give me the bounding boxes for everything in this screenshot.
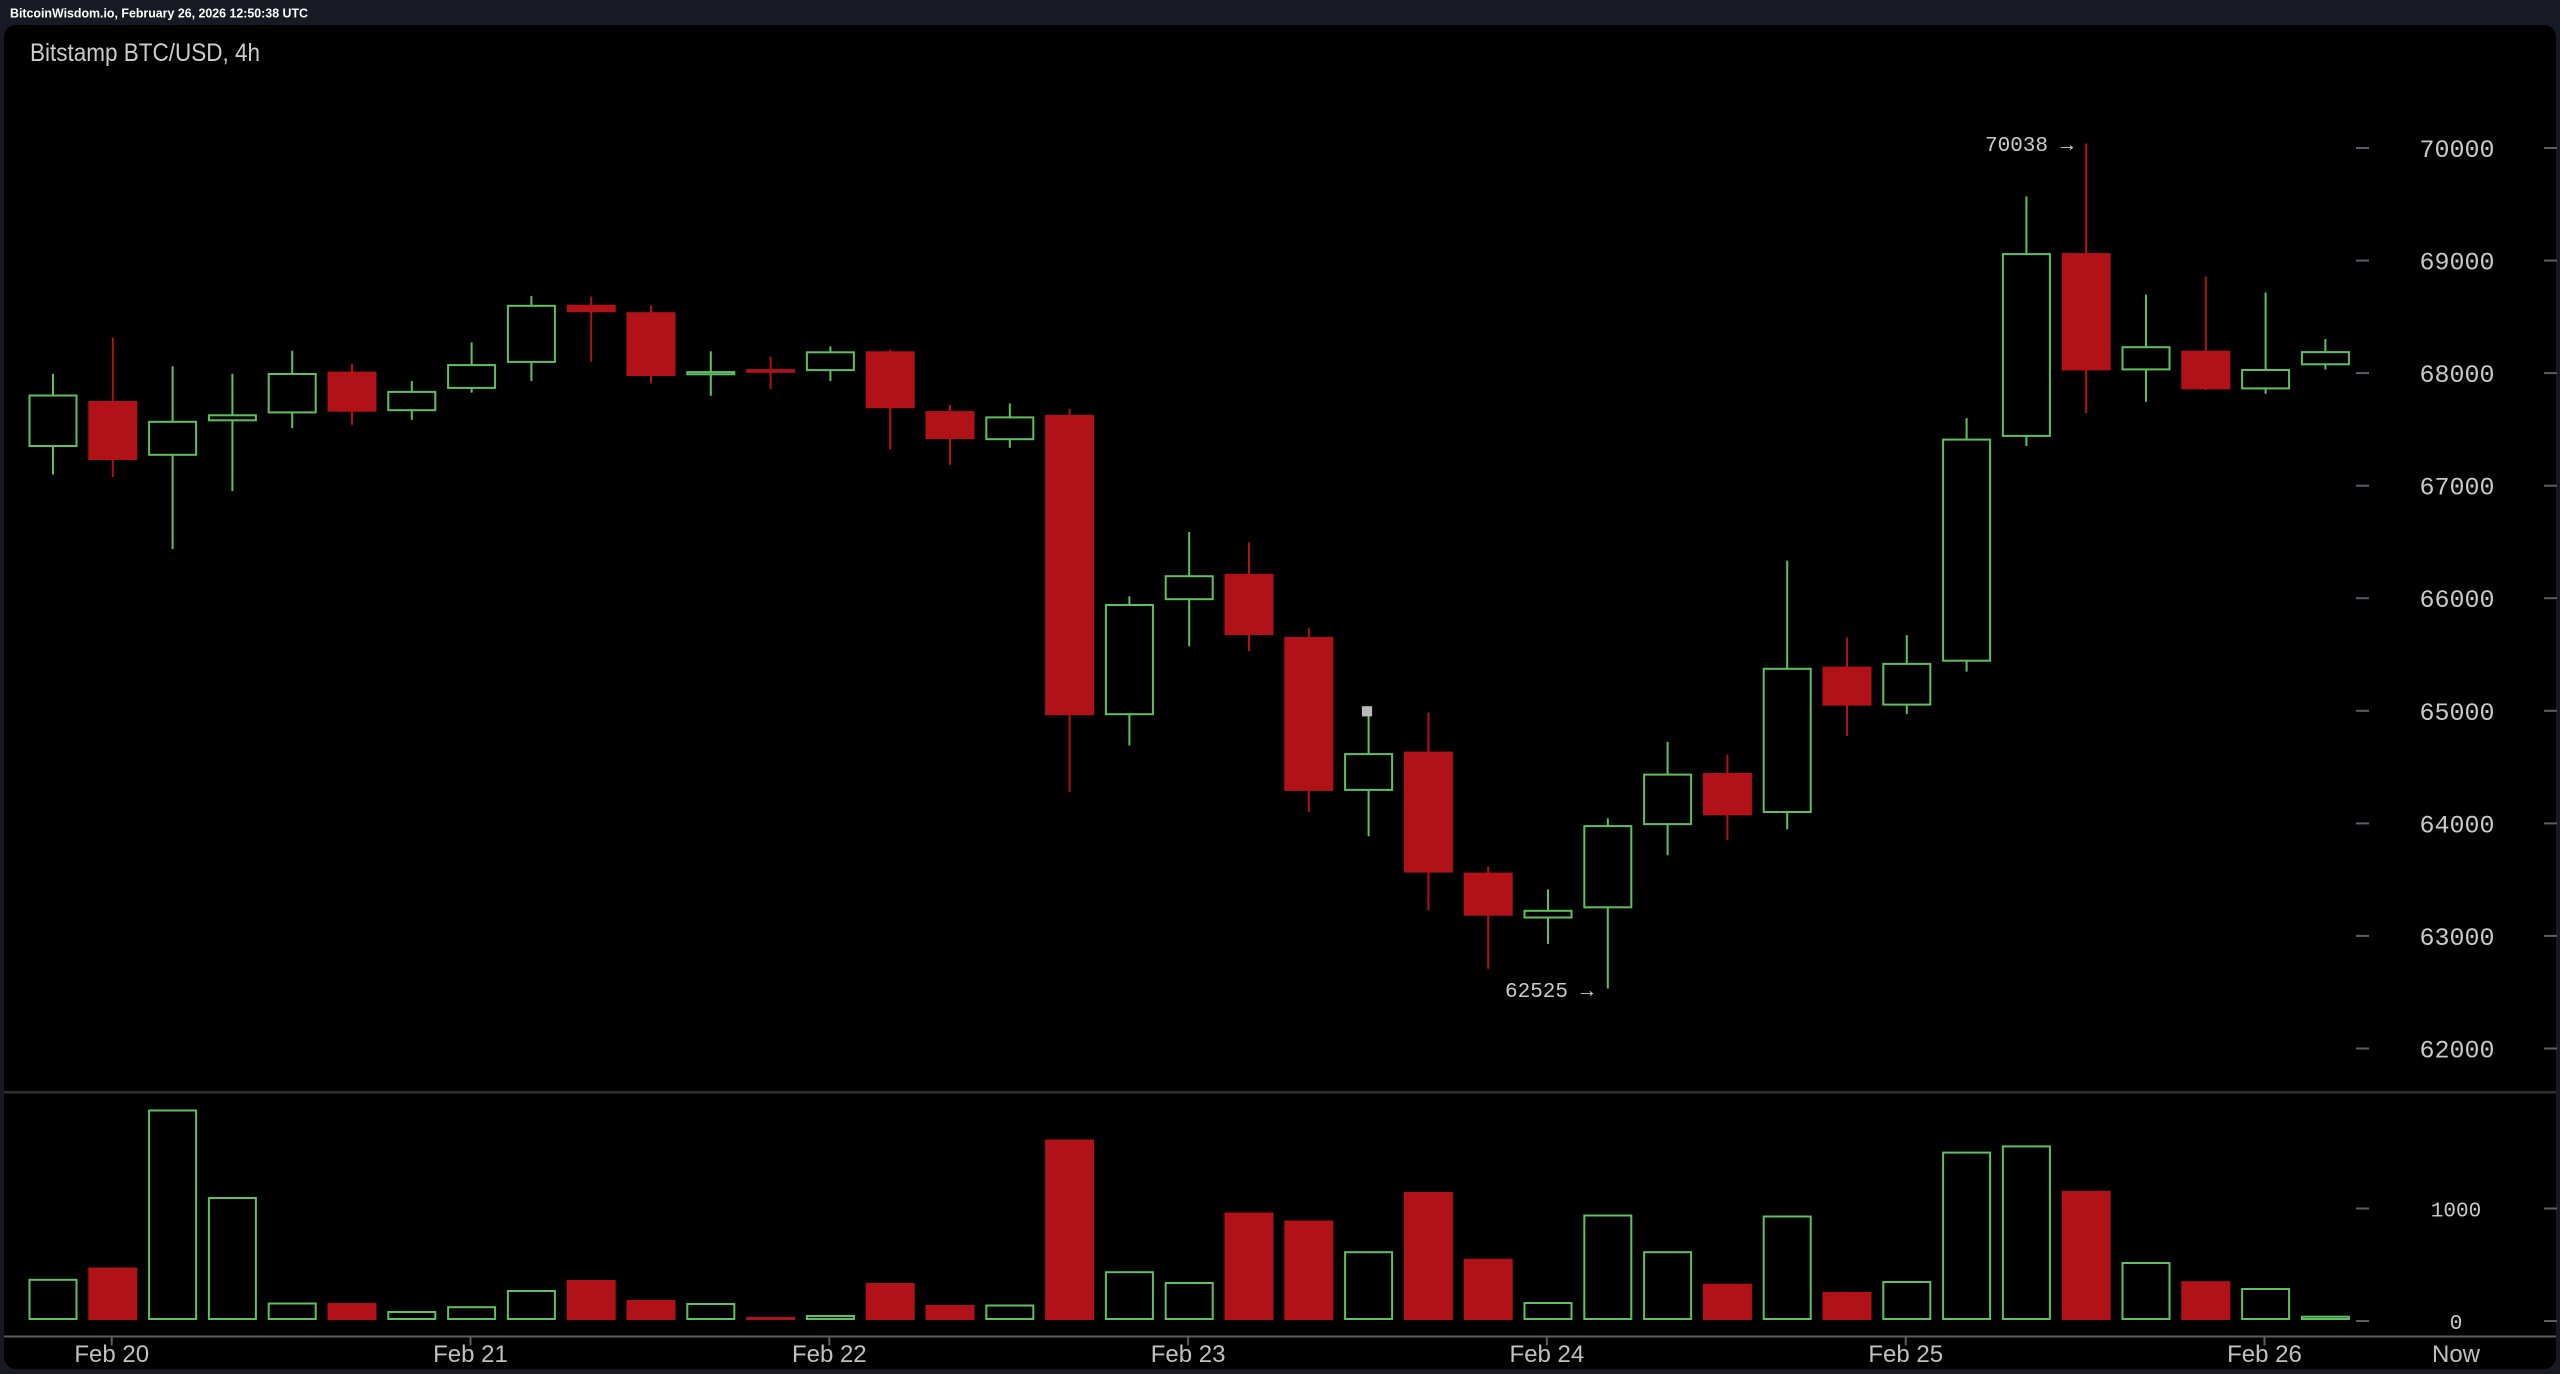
svg-text:62525 →: 62525 → xyxy=(1505,981,1594,1004)
svg-text:65000: 65000 xyxy=(2419,699,2494,728)
svg-text:70000: 70000 xyxy=(2419,136,2494,165)
svg-text:64000: 64000 xyxy=(2419,811,2494,840)
svg-text:Feb 24: Feb 24 xyxy=(1510,1341,1585,1368)
svg-text:Feb 22: Feb 22 xyxy=(792,1341,867,1368)
svg-text:62000: 62000 xyxy=(2419,1037,2494,1066)
svg-text:0: 0 xyxy=(2450,1313,2463,1336)
svg-text:Feb 20: Feb 20 xyxy=(74,1341,149,1368)
svg-text:Feb 21: Feb 21 xyxy=(433,1341,508,1368)
svg-text:63000: 63000 xyxy=(2419,924,2494,953)
svg-text:Bitstamp BTC/USD, 4h: Bitstamp BTC/USD, 4h xyxy=(30,39,260,67)
svg-text:67000: 67000 xyxy=(2419,474,2494,503)
svg-text:69000: 69000 xyxy=(2419,249,2494,278)
svg-text:Feb 25: Feb 25 xyxy=(1868,1341,1943,1368)
svg-text:Feb 23: Feb 23 xyxy=(1151,1341,1226,1368)
svg-text:Feb 26: Feb 26 xyxy=(2227,1341,2302,1368)
svg-text:1000: 1000 xyxy=(2431,1201,2481,1224)
svg-text:Now: Now xyxy=(2432,1341,2481,1368)
svg-text:70038 →: 70038 → xyxy=(1985,135,2074,158)
svg-text:66000: 66000 xyxy=(2419,586,2494,615)
svg-text:BitcoinWisdom.io, February 26,: BitcoinWisdom.io, February 26, 2026 12:5… xyxy=(10,6,309,21)
svg-text:68000: 68000 xyxy=(2419,361,2494,390)
